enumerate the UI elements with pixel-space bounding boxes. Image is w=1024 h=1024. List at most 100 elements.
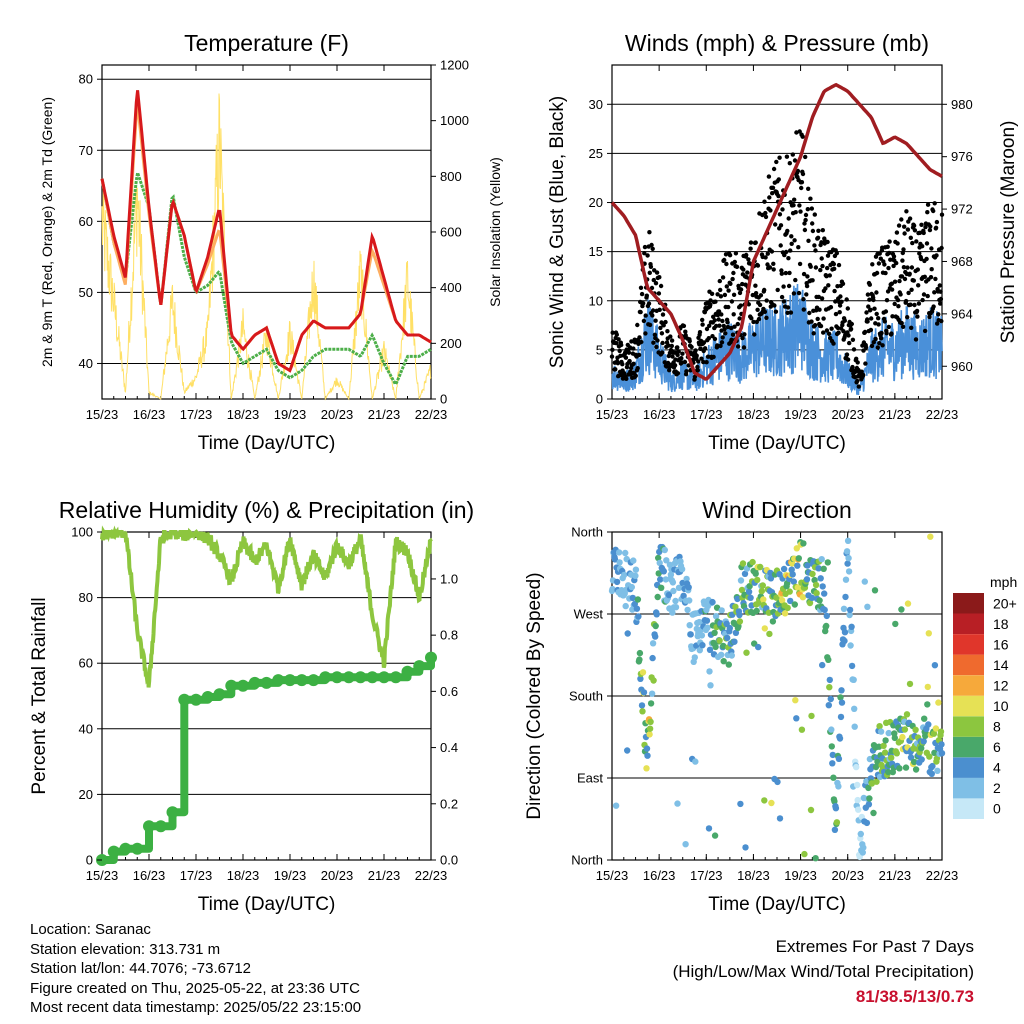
x-axis-label: Time (Day/UTC) [198,894,336,915]
gust-point [823,286,828,291]
gust-point [624,365,630,370]
gust-point [912,228,918,233]
x-tick-label: 17/23 [690,407,723,422]
direction-point [647,718,654,725]
gust-point [629,339,634,344]
gust-point [804,283,810,289]
y-right-axis-label: Solar Insolation (Yellow) [487,157,503,307]
direction-point [743,649,750,656]
gust-point [895,297,901,303]
gust-point [876,316,881,321]
gust-point [819,296,825,301]
direction-point [660,568,667,575]
gust-point [840,281,846,286]
gust-point [791,203,796,208]
direction-point [665,591,673,599]
x-axis-label: Time (Day/UTC) [198,433,336,454]
precip-point [154,820,167,833]
direction-point [657,576,664,583]
gust-point [773,309,779,314]
gust-point [643,331,648,336]
gust-point [768,208,773,213]
gust-point [815,235,821,240]
gust-point [763,255,768,260]
direction-point [920,738,927,745]
gust-point [728,281,733,286]
direction-point [632,566,640,573]
gust-point [643,313,648,318]
direction-point [846,611,853,619]
gust-point [758,293,764,298]
direction-point [711,629,718,636]
direction-point [654,593,661,601]
gust-point [812,243,817,248]
direction-point [821,606,828,614]
direction-point [870,809,877,817]
gust-point [627,358,632,364]
precip-point [425,651,437,664]
gust-point [927,314,932,320]
direction-point [746,583,753,590]
gust-point [796,290,802,296]
gust-point [799,185,804,191]
direction-point [804,562,811,569]
gust-point [929,267,934,272]
direction-point [616,559,623,566]
direction-point [636,656,643,663]
precip-point [178,693,191,706]
gust-point [917,230,923,235]
gust-point [928,275,934,280]
gust-point [778,243,783,248]
direction-point [632,572,639,579]
gust-point [922,328,928,334]
gust-point [833,299,838,304]
direction-point [747,594,754,601]
gust-point [661,323,666,328]
y-right-tick-label: 960 [951,359,973,374]
direction-point [773,594,780,601]
gust-point [801,307,806,312]
direction-point [825,702,832,709]
direction-point [639,669,647,676]
gust-point [923,224,928,230]
gust-point [641,301,646,306]
gust-point [639,339,644,345]
gust-point [726,288,731,293]
direction-point [912,726,919,733]
extremes-title: Extremes For Past 7 Days [775,937,974,956]
gust-point [799,180,805,185]
gust-point [623,355,629,360]
gust-point [746,257,751,262]
precip-point [366,671,379,684]
precip-point [413,660,426,673]
gust-point [702,346,708,351]
rh-series-line [100,525,433,688]
gust-point [720,275,726,280]
gust-point [903,298,909,304]
precip-point [295,674,308,687]
direction-point [835,755,843,762]
gust-point [931,208,936,214]
gust-point [806,238,811,243]
gust-point [711,314,716,319]
precip-point [166,806,179,819]
y-tick-label: 40 [79,721,93,736]
gust-point [785,305,791,310]
direction-point [830,774,837,781]
direction-point [691,654,698,661]
y-tick-label: 80 [79,590,93,605]
gust-point [738,287,744,292]
gust-point [877,341,882,346]
gust-point [871,340,876,345]
direction-point [634,596,642,603]
direction-point [716,637,723,644]
direction-point [864,603,871,610]
direction-point [865,784,872,792]
direction-point [768,799,775,807]
direction-point [774,778,781,786]
x-tick-label: 16/23 [133,407,166,422]
gust-point [845,357,851,362]
direction-point [778,597,786,604]
gust-point [863,345,869,350]
gust-point [764,298,769,303]
